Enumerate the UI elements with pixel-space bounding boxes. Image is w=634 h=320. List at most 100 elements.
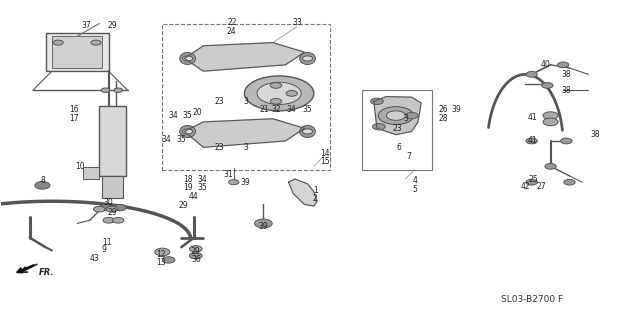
- Ellipse shape: [179, 52, 195, 65]
- Polygon shape: [184, 119, 304, 147]
- Text: 20: 20: [192, 108, 202, 117]
- Circle shape: [106, 206, 117, 212]
- Circle shape: [112, 217, 124, 223]
- Text: 5: 5: [412, 185, 417, 194]
- Circle shape: [543, 112, 558, 119]
- Circle shape: [254, 219, 272, 228]
- Circle shape: [302, 129, 313, 134]
- Circle shape: [545, 164, 556, 169]
- Text: 1: 1: [313, 186, 318, 195]
- Circle shape: [100, 204, 112, 211]
- Text: 19: 19: [183, 183, 193, 192]
- Polygon shape: [374, 97, 421, 135]
- Circle shape: [526, 138, 537, 144]
- Circle shape: [302, 56, 313, 61]
- Circle shape: [35, 181, 50, 189]
- Text: 38: 38: [562, 86, 571, 95]
- Circle shape: [101, 88, 110, 92]
- Text: 38: 38: [590, 130, 600, 139]
- Bar: [84, 167, 100, 179]
- Text: 41: 41: [528, 136, 538, 146]
- Circle shape: [257, 82, 301, 105]
- Text: 33: 33: [292, 18, 302, 27]
- Circle shape: [190, 252, 202, 259]
- Text: 4: 4: [412, 176, 417, 185]
- Text: 34: 34: [162, 135, 172, 144]
- Circle shape: [286, 91, 297, 96]
- Circle shape: [541, 83, 553, 88]
- Text: 34: 34: [168, 111, 178, 120]
- Text: 23: 23: [393, 124, 403, 133]
- Circle shape: [378, 107, 413, 124]
- Circle shape: [53, 40, 63, 45]
- Text: FR.: FR.: [39, 268, 55, 277]
- Text: 21: 21: [260, 105, 269, 114]
- Text: 6: 6: [397, 143, 401, 152]
- Circle shape: [564, 179, 575, 185]
- Text: 2: 2: [313, 194, 318, 203]
- Bar: [162, 24, 330, 170]
- Text: 23: 23: [214, 143, 224, 152]
- Text: 16: 16: [69, 105, 79, 114]
- Circle shape: [387, 111, 405, 120]
- Ellipse shape: [300, 125, 316, 138]
- Circle shape: [543, 118, 558, 126]
- Polygon shape: [288, 179, 317, 206]
- Text: 29: 29: [191, 247, 200, 257]
- Text: 11: 11: [103, 238, 112, 247]
- Text: 35: 35: [176, 135, 186, 144]
- Text: 26: 26: [439, 105, 448, 114]
- Text: 17: 17: [69, 114, 79, 123]
- Bar: [102, 176, 123, 198]
- Text: 3: 3: [244, 143, 249, 152]
- Text: 30: 30: [104, 198, 113, 207]
- Text: 29: 29: [178, 202, 188, 211]
- Text: 29: 29: [107, 21, 117, 30]
- Text: 25: 25: [528, 174, 538, 184]
- Circle shape: [229, 180, 239, 185]
- Circle shape: [560, 138, 572, 144]
- Ellipse shape: [300, 52, 316, 65]
- Text: 44: 44: [189, 192, 199, 201]
- Circle shape: [526, 71, 537, 77]
- Circle shape: [91, 40, 101, 45]
- Circle shape: [190, 246, 202, 252]
- Text: 24: 24: [227, 27, 236, 36]
- Bar: [52, 36, 102, 68]
- Ellipse shape: [179, 125, 195, 138]
- Text: 35: 35: [197, 183, 207, 192]
- Bar: [363, 90, 432, 170]
- Text: 34: 34: [197, 175, 207, 184]
- Circle shape: [183, 56, 193, 61]
- Text: 31: 31: [224, 170, 233, 179]
- Text: 22: 22: [227, 18, 236, 27]
- Text: 28: 28: [439, 114, 448, 123]
- Circle shape: [94, 206, 105, 212]
- Text: 7: 7: [406, 152, 411, 161]
- Text: 3: 3: [403, 114, 408, 123]
- Circle shape: [557, 62, 569, 68]
- Text: 39: 39: [451, 105, 461, 114]
- Bar: [100, 106, 126, 176]
- Circle shape: [405, 112, 418, 119]
- Circle shape: [162, 257, 175, 263]
- Circle shape: [103, 217, 114, 223]
- Text: 12: 12: [157, 250, 166, 259]
- Text: 36: 36: [191, 255, 201, 264]
- Text: 8: 8: [40, 176, 45, 185]
- Text: 27: 27: [536, 182, 546, 191]
- Text: 9: 9: [101, 245, 106, 254]
- Text: 29: 29: [107, 208, 117, 217]
- Text: 43: 43: [90, 254, 100, 263]
- Text: 32: 32: [271, 105, 281, 114]
- Text: 40: 40: [541, 60, 550, 69]
- Circle shape: [245, 76, 314, 111]
- Text: 35: 35: [302, 105, 312, 114]
- Circle shape: [270, 83, 281, 88]
- Circle shape: [113, 204, 126, 211]
- Circle shape: [371, 98, 384, 105]
- Circle shape: [183, 129, 193, 134]
- Text: 15: 15: [320, 157, 330, 166]
- Circle shape: [373, 124, 385, 130]
- Text: 3: 3: [244, 97, 249, 106]
